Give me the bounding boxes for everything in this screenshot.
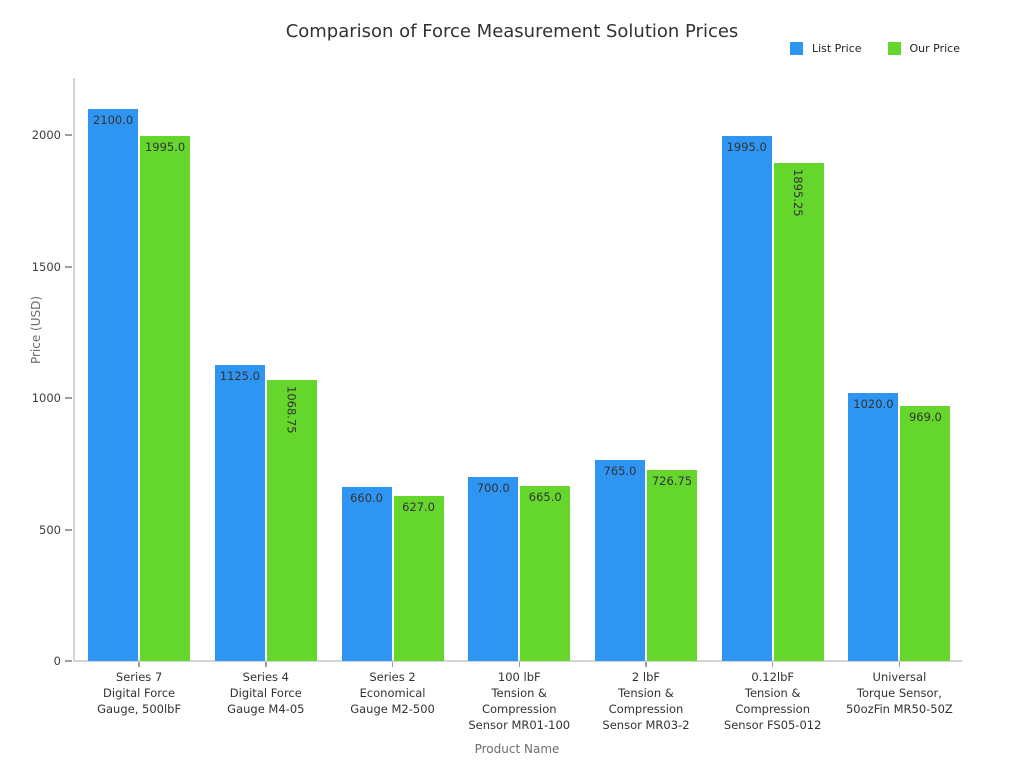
legend-label: Our Price <box>909 42 960 55</box>
legend-swatch-icon <box>887 42 901 55</box>
x-category-label: Series 7 Digital Force Gauge, 500lbF <box>64 669 214 717</box>
bar-list-price <box>594 459 645 661</box>
bar-value-label: 1068.75 <box>284 385 299 434</box>
bar-our-price <box>773 162 824 661</box>
x-tick-mark <box>265 662 267 667</box>
x-category-label-line: Torque Sensor, <box>856 686 942 700</box>
bar-value-label: 765.0 <box>603 463 637 478</box>
x-category-label-line: Tension & <box>744 686 801 700</box>
x-category-label-line: Tension & <box>618 686 674 700</box>
bar-our-price <box>393 496 444 661</box>
x-category-label-line: Series 4 <box>242 670 289 684</box>
x-category-label: Series 2 Economical Gauge M2-500 <box>318 669 468 717</box>
x-category-label-line: Gauge M2-500 <box>350 702 435 716</box>
x-category-label-line: Sensor MR03-2 <box>602 718 690 732</box>
bar-value-label: 2100.0 <box>92 112 134 127</box>
x-category-label: Series 4 Digital Force Gauge M4-05 <box>191 669 341 717</box>
x-category-label-line: Compression <box>481 702 557 716</box>
bar-list-price <box>214 365 265 661</box>
chart-title: Comparison of Force Measurement Solution… <box>285 21 739 42</box>
legend-label: List Price <box>811 42 862 55</box>
legend-item: Our Price <box>887 42 960 55</box>
bar-value-label: 627.0 <box>402 500 435 515</box>
x-category-label-line: 2 lbF <box>631 670 661 684</box>
x-axis-label: Product Name <box>474 742 560 756</box>
bar-our-price <box>140 136 191 661</box>
x-category-label-line: Gauge M4-05 <box>227 702 305 716</box>
x-category-label-line: Digital Force <box>103 686 176 700</box>
x-category-label-line: Compression <box>735 702 810 716</box>
bar-value-label: 1125.0 <box>219 369 260 384</box>
x-axis-line <box>73 660 962 662</box>
legend-item: List Price <box>789 42 862 55</box>
bar-value-label: 660.0 <box>350 491 383 506</box>
legend: List Price Our Price <box>789 42 960 55</box>
bar-value-label: 700.0 <box>476 480 510 495</box>
bar-list-price <box>468 476 519 661</box>
x-category-label-line: Sensor FS05-012 <box>723 718 822 732</box>
x-tick-mark <box>518 662 520 667</box>
bar-value-label: 726.75 <box>651 473 693 488</box>
x-category-label-line: Universal <box>872 670 927 684</box>
bar-value-label: 1995.0 <box>726 140 767 155</box>
legend-swatch-icon <box>789 42 803 55</box>
x-category-label-line: Economical <box>359 686 426 700</box>
bar-our-price <box>900 406 951 661</box>
y-tick-mark <box>65 134 72 136</box>
x-category-label-line: Tension & <box>491 686 548 700</box>
x-category-label: 0.12lbF Tension & Compression Sensor FS05-0… <box>698 669 848 733</box>
x-category-label: 2 lbF Tension & Compression Sensor MR03-2 <box>571 669 721 733</box>
x-category-label-line: Series 7 <box>115 670 163 684</box>
bar-our-price <box>520 486 571 661</box>
bar-value-label: 969.0 <box>908 410 942 425</box>
x-category-label-line: Series 2 <box>369 670 416 684</box>
bar-our-price <box>646 469 697 661</box>
x-category-label: 100 lbF Tension & Compression Sensor MR01-1… <box>444 669 594 733</box>
bar-list-price <box>341 487 392 661</box>
x-category-label-line: 100 lbF <box>497 670 541 684</box>
x-category-label-line: Compression <box>608 702 684 716</box>
x-category-label-line: Digital Force <box>229 686 302 700</box>
y-tick-label: 2000 <box>31 128 61 142</box>
y-axis-label: Price (USD) <box>29 295 43 365</box>
y-tick-label: 0 <box>53 654 61 668</box>
bar-value-label: 1895.25 <box>791 168 806 217</box>
x-category-label-line: Sensor MR01-100 <box>468 718 571 732</box>
x-category-label: Universal Torque Sensor, 50ozFin MR50-50Z <box>824 669 974 717</box>
x-tick-mark <box>391 662 394 667</box>
bar-value-label: 665.0 <box>528 490 562 505</box>
bar-value-label: 1995.0 <box>144 140 186 155</box>
y-axis-line <box>73 78 75 661</box>
bar-list-price <box>721 136 772 661</box>
bar-list-price <box>848 392 899 661</box>
x-category-label-line: 50ozFin MR50-50Z <box>845 702 953 716</box>
bar-our-price <box>266 379 317 661</box>
x-category-label-line: Gauge, 500lbF <box>97 702 182 716</box>
y-tick-label: 1500 <box>31 259 61 274</box>
bar-list-price <box>88 108 139 661</box>
y-tick-mark <box>65 265 72 268</box>
x-tick-mark <box>645 662 647 667</box>
x-tick-mark <box>771 662 774 667</box>
y-tick-label: 1000 <box>31 391 61 405</box>
x-tick-mark <box>138 662 140 667</box>
y-tick-mark <box>65 660 72 662</box>
y-tick-mark <box>65 528 72 531</box>
bar-value-label: 1020.0 <box>853 396 894 411</box>
x-tick-mark <box>898 662 901 667</box>
y-tick-mark <box>65 397 72 399</box>
x-category-label-line: 0.12lbF <box>751 670 795 684</box>
y-tick-label: 500 <box>39 522 61 537</box>
